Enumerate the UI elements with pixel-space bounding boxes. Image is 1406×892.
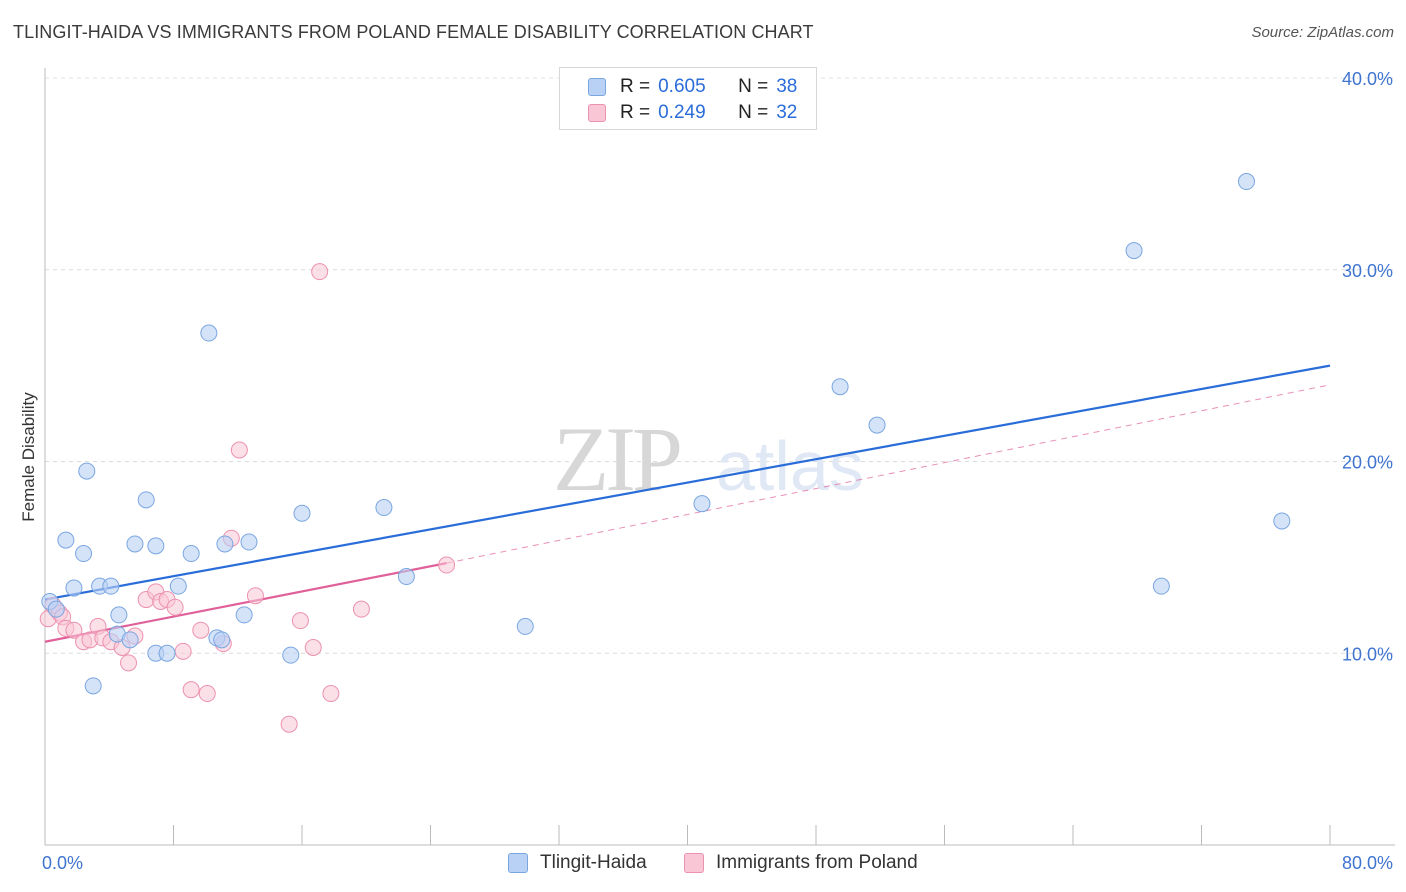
bottom-legend-swatch-blue (508, 853, 528, 873)
point-tlingit-haida (282, 646, 300, 664)
bottom-legend-tlingit-haida: Tlingit-Haida (508, 852, 647, 874)
legend-row-tlingit-haida: R = 0.605 N = 38 (588, 75, 797, 99)
point-immigrants-from-poland (192, 621, 210, 639)
point-tlingit-haida (1237, 173, 1255, 191)
trend-line-immigrants-from-poland-projection (446, 384, 1331, 564)
data-points (39, 173, 1291, 733)
legend-n-label: N = (738, 102, 769, 123)
point-tlingit-haida (137, 491, 155, 509)
point-tlingit-haida (1273, 512, 1291, 530)
point-immigrants-from-poland (438, 556, 456, 574)
point-tlingit-haida (126, 535, 144, 553)
point-tlingit-haida (57, 531, 75, 549)
legend-swatch-blue (588, 78, 606, 96)
legend-n-value: 32 (776, 102, 798, 123)
point-tlingit-haida (235, 606, 253, 624)
point-tlingit-haida (158, 644, 176, 662)
point-tlingit-haida (147, 537, 165, 555)
point-tlingit-haida (121, 631, 139, 649)
point-immigrants-from-poland (246, 587, 264, 605)
point-immigrants-from-poland (198, 685, 216, 703)
watermark-zip: ZIP (553, 408, 680, 510)
legend-r-label: R = (620, 76, 651, 97)
legend-r-value: 0.605 (658, 76, 706, 97)
legend-row-immigrants-poland: R = 0.249 N = 32 (588, 101, 797, 125)
point-tlingit-haida (110, 606, 128, 624)
x-tick-label: 0.0% (42, 853, 83, 873)
trend-lines (44, 364, 1331, 643)
y-tick-label: 20.0% (1342, 453, 1393, 473)
point-tlingit-haida (831, 378, 849, 396)
legend-swatch-pink (588, 104, 606, 122)
point-tlingit-haida (84, 677, 102, 695)
point-immigrants-from-poland (174, 642, 192, 660)
correlation-legend: R = 0.605 N = 38 R = 0.249 N = 32 (559, 67, 817, 130)
point-tlingit-haida (182, 545, 200, 563)
trend-line-tlingit-haida (44, 364, 1331, 601)
x-tick-label: 80.0% (1342, 853, 1393, 873)
y-tick-label: 10.0% (1342, 644, 1393, 664)
legend-r-label: R = (620, 102, 651, 123)
point-tlingit-haida (102, 577, 120, 595)
point-immigrants-from-poland (120, 654, 138, 672)
bottom-legend-label: Immigrants from Poland (716, 852, 918, 873)
point-tlingit-haida (75, 545, 93, 563)
point-immigrants-from-poland (182, 681, 200, 699)
watermark-atlas: atlas (716, 427, 864, 505)
grid-lines (45, 77, 1395, 654)
bottom-legend-swatch-pink (684, 853, 704, 873)
bottom-legend-label: Tlingit-Haida (540, 852, 647, 873)
bottom-legend-immigrants-poland: Immigrants from Poland (684, 852, 918, 874)
point-tlingit-haida (1125, 242, 1143, 260)
watermark: ZIP atlas (553, 408, 864, 510)
point-tlingit-haida (868, 416, 886, 434)
y-axis-label: Female Disability (19, 392, 38, 522)
source-label: Source: ZipAtlas.com (1251, 24, 1394, 41)
point-tlingit-haida (516, 617, 534, 635)
point-immigrants-from-poland (65, 621, 83, 639)
point-tlingit-haida (213, 631, 231, 649)
point-immigrants-from-poland (280, 715, 298, 733)
point-immigrants-from-poland (322, 685, 340, 703)
axes (44, 68, 1395, 846)
point-tlingit-haida (293, 504, 311, 522)
point-immigrants-from-poland (304, 638, 322, 656)
point-immigrants-from-poland (311, 263, 329, 281)
chart-title: TLINGIT-HAIDA VS IMMIGRANTS FROM POLAND … (13, 22, 814, 42)
y-tick-label: 30.0% (1342, 261, 1393, 281)
point-tlingit-haida (1152, 577, 1170, 595)
point-immigrants-from-poland (352, 600, 370, 618)
point-immigrants-from-poland (291, 612, 309, 630)
tick-labels: 10.0% 20.0% 30.0% 40.0% 0.0% 80.0% (42, 69, 1393, 873)
point-tlingit-haida (693, 495, 711, 513)
legend-n-value: 38 (776, 76, 798, 97)
y-tick-label: 40.0% (1342, 69, 1393, 89)
point-tlingit-haida (397, 568, 415, 586)
legend-r-value: 0.249 (658, 102, 706, 123)
point-tlingit-haida (240, 533, 258, 551)
point-tlingit-haida (65, 579, 83, 597)
point-tlingit-haida (78, 462, 96, 480)
point-tlingit-haida (200, 324, 218, 342)
point-immigrants-from-poland (230, 441, 248, 459)
point-tlingit-haida (47, 600, 65, 618)
legend-n-label: N = (738, 76, 769, 97)
point-tlingit-haida (216, 535, 234, 553)
point-tlingit-haida (375, 499, 393, 517)
point-immigrants-from-poland (166, 598, 184, 616)
point-tlingit-haida (169, 577, 187, 595)
